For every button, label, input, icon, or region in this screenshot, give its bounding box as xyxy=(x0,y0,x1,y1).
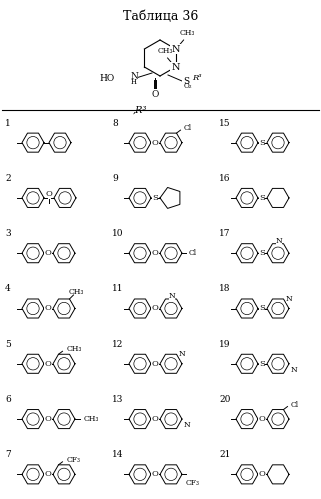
Text: HO: HO xyxy=(100,73,115,82)
Text: S: S xyxy=(259,249,265,257)
Text: 19: 19 xyxy=(219,340,230,349)
Text: O: O xyxy=(258,415,265,423)
Text: Cl: Cl xyxy=(291,401,299,409)
Text: O: O xyxy=(152,139,159,147)
Text: N: N xyxy=(169,292,175,300)
Text: 16: 16 xyxy=(219,174,230,183)
Text: O: O xyxy=(151,89,159,98)
Text: N: N xyxy=(285,295,292,303)
Text: O: O xyxy=(45,249,51,257)
Text: CF₃: CF₃ xyxy=(186,480,200,488)
Text: H: H xyxy=(131,78,137,86)
Text: Таблица 36: Таблица 36 xyxy=(123,10,198,23)
Text: N: N xyxy=(184,421,191,429)
Text: N: N xyxy=(291,366,298,374)
Text: 13: 13 xyxy=(112,395,123,404)
Text: 6: 6 xyxy=(5,395,11,404)
Text: O: O xyxy=(45,471,51,479)
Text: 8: 8 xyxy=(112,119,118,128)
Text: 2: 2 xyxy=(5,174,11,183)
Text: 10: 10 xyxy=(112,229,124,238)
Text: O: O xyxy=(45,415,51,423)
Text: R³: R³ xyxy=(192,74,202,82)
Text: S: S xyxy=(152,194,158,202)
Text: 4: 4 xyxy=(5,284,11,293)
Text: S: S xyxy=(259,139,265,147)
Text: O₂: O₂ xyxy=(184,82,192,90)
Text: 9: 9 xyxy=(112,174,118,183)
Text: 17: 17 xyxy=(219,229,230,238)
Text: O: O xyxy=(46,190,52,198)
Text: 1: 1 xyxy=(5,119,11,128)
Text: N: N xyxy=(130,71,138,80)
Text: CH₃: CH₃ xyxy=(69,288,84,296)
Text: CH₃: CH₃ xyxy=(180,29,195,37)
Text: 18: 18 xyxy=(219,284,230,293)
Text: S: S xyxy=(183,76,189,85)
Text: Cl: Cl xyxy=(189,249,197,257)
Text: 5: 5 xyxy=(5,340,11,349)
Text: 15: 15 xyxy=(219,119,230,128)
Text: O: O xyxy=(45,360,51,368)
Text: N: N xyxy=(171,44,180,53)
Text: 20: 20 xyxy=(219,395,230,404)
Text: 21: 21 xyxy=(219,451,230,460)
Text: O: O xyxy=(152,471,159,479)
Text: CF₃: CF₃ xyxy=(66,456,81,464)
Text: 11: 11 xyxy=(112,284,124,293)
Text: O: O xyxy=(152,249,159,257)
Text: 12: 12 xyxy=(112,340,123,349)
Text: 3: 3 xyxy=(5,229,11,238)
Text: O: O xyxy=(45,304,51,312)
Text: 14: 14 xyxy=(112,451,124,460)
Text: S: S xyxy=(259,304,265,312)
Text: CH₃: CH₃ xyxy=(84,415,100,423)
Text: Cl: Cl xyxy=(184,124,192,132)
Text: O: O xyxy=(152,360,159,368)
Text: CH₃: CH₃ xyxy=(66,345,82,353)
Text: 7: 7 xyxy=(5,451,11,460)
Text: O: O xyxy=(152,415,159,423)
Text: N: N xyxy=(275,237,282,245)
Text: S: S xyxy=(259,194,265,202)
Text: O: O xyxy=(258,471,265,479)
Text: ,R³: ,R³ xyxy=(133,106,147,115)
Text: S: S xyxy=(259,360,265,368)
Text: N: N xyxy=(178,350,185,358)
Text: CH₃: CH₃ xyxy=(158,47,173,55)
Text: O: O xyxy=(152,304,159,312)
Text: N: N xyxy=(171,62,180,71)
